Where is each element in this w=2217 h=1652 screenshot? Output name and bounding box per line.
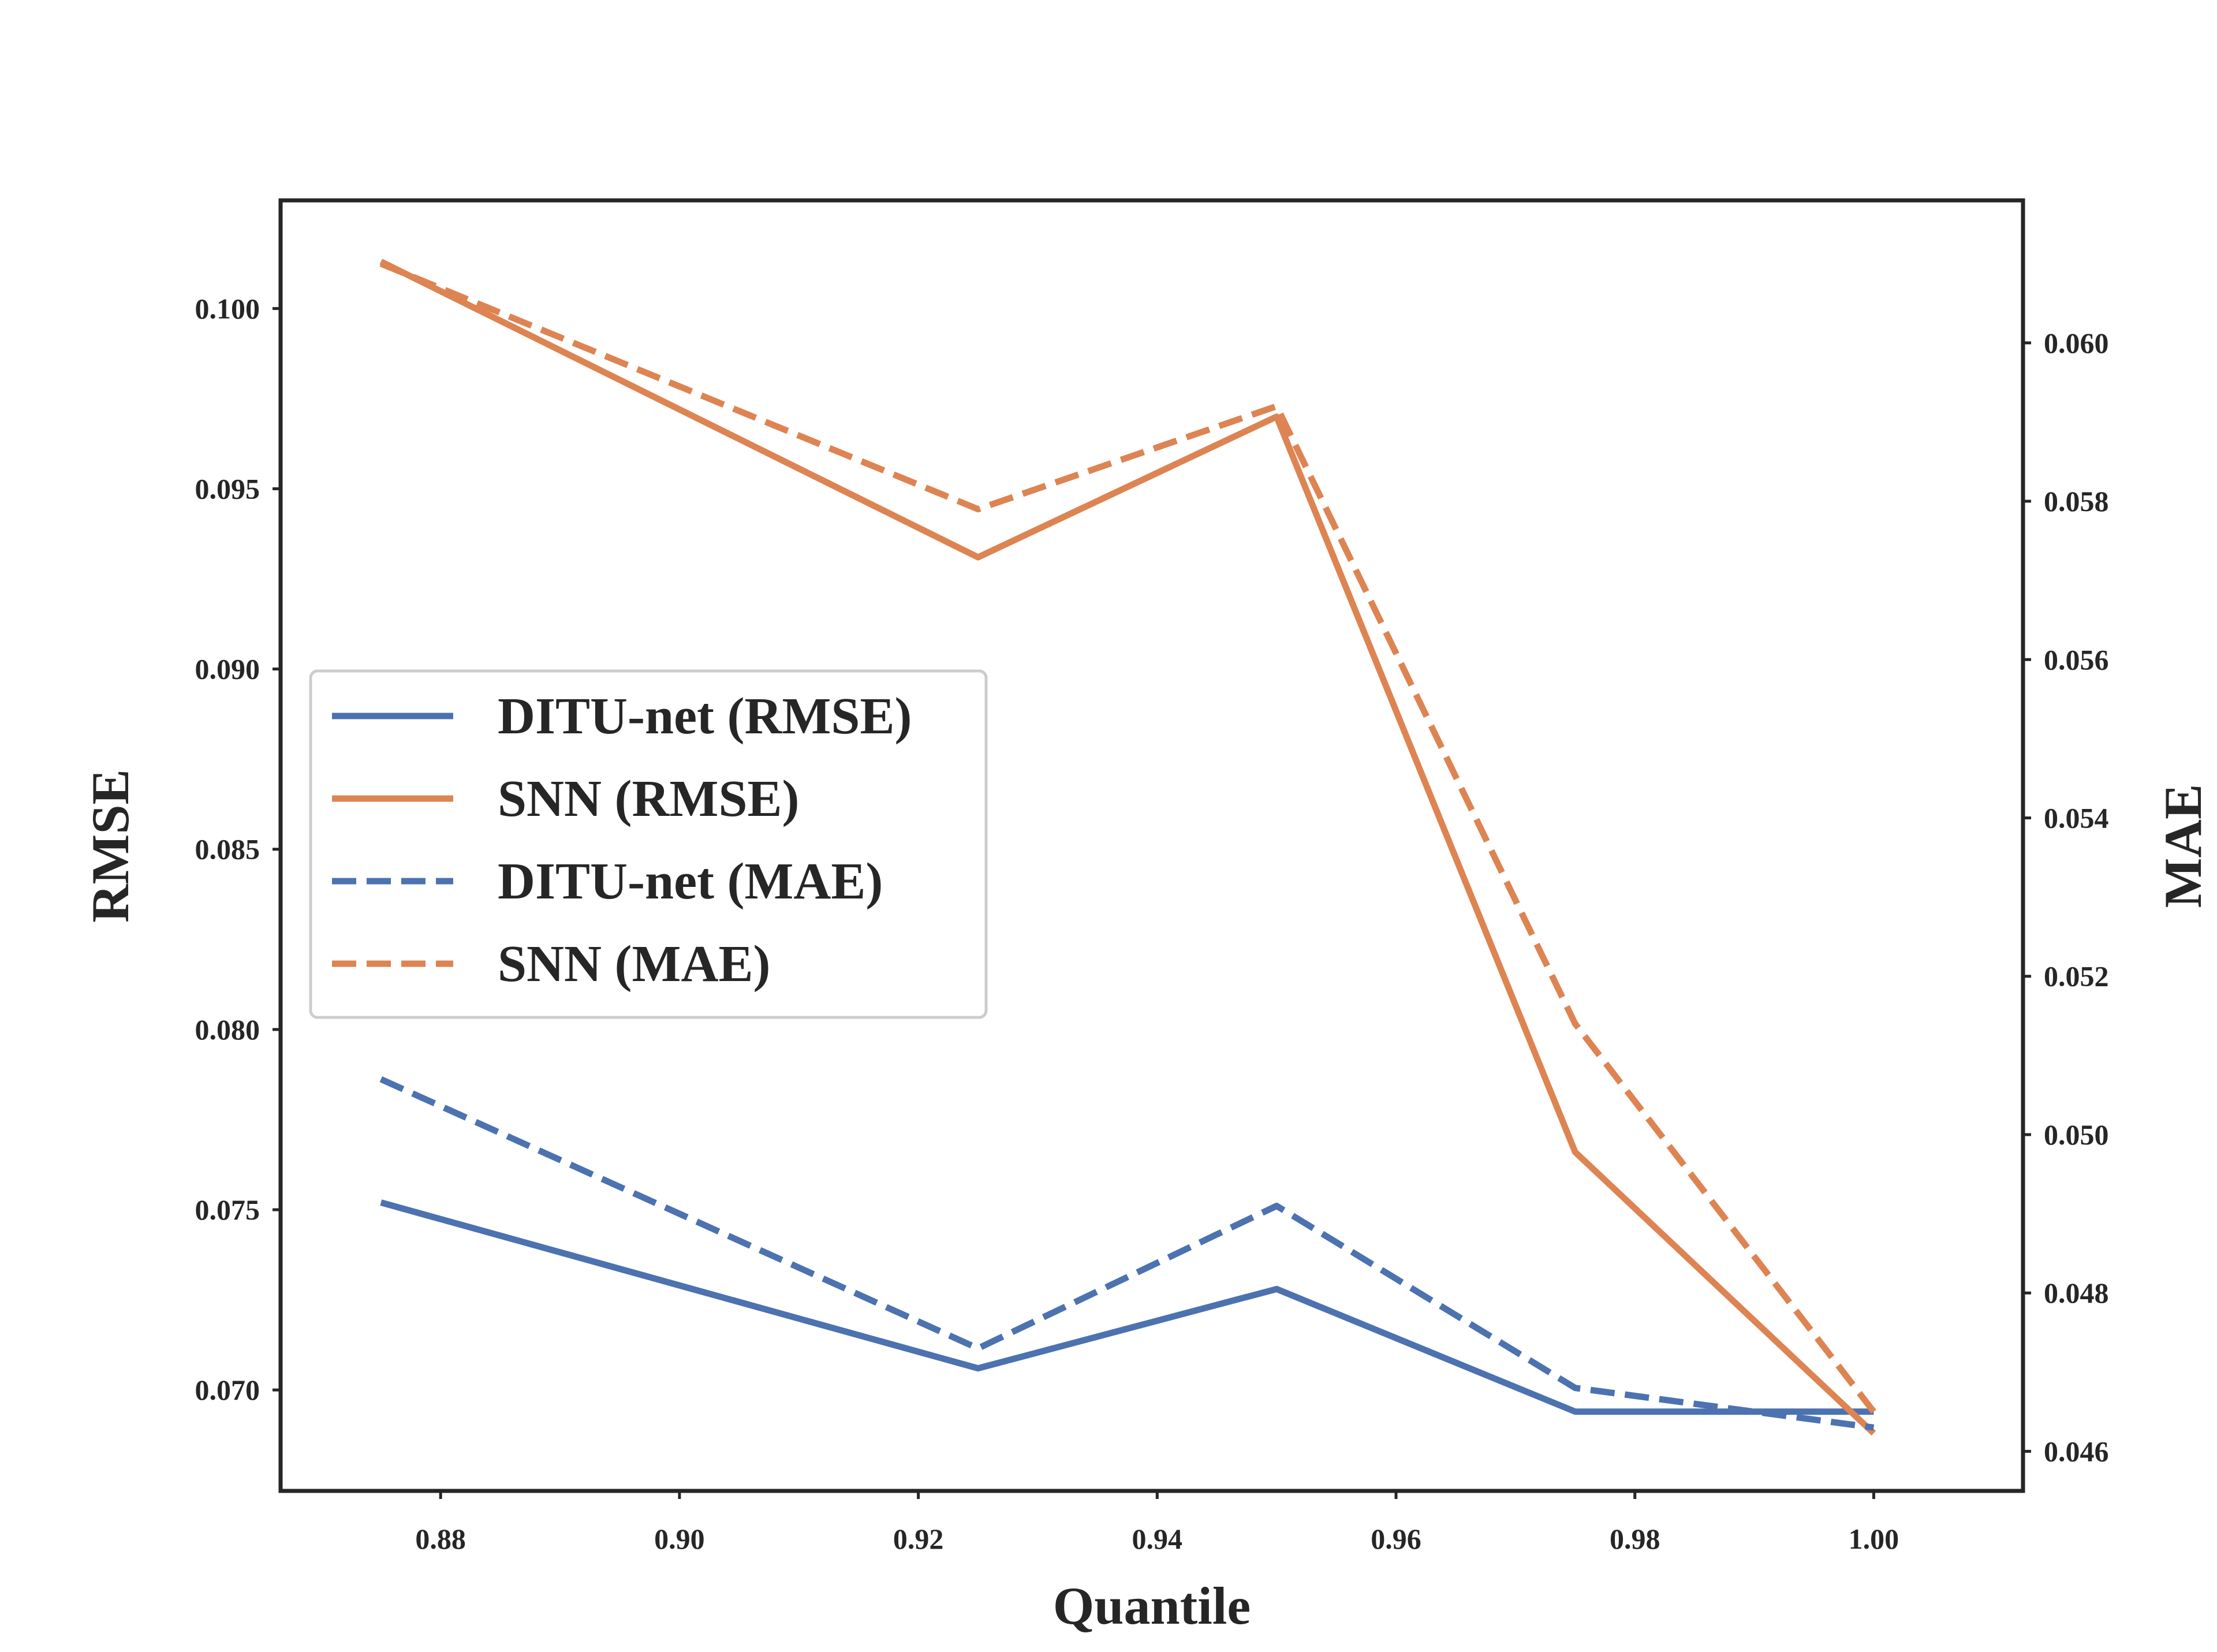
legend-label-snn-mae: SNN (MAE) <box>498 935 770 993</box>
legend-label-snn-rmse: SNN (RMSE) <box>498 770 800 827</box>
x-tick-label: 0.96 <box>1371 1523 1421 1555</box>
series-line-snn-rmse <box>379 259 1876 1436</box>
left-y-axis-title: RMSE <box>81 769 140 923</box>
legend-entry-snn-rmse: SNN (RMSE) <box>332 770 800 827</box>
y2-tick-label: 0.060 <box>2044 327 2109 359</box>
y2-tick-label: 0.052 <box>2044 960 2109 993</box>
x-tick-label: 1.00 <box>1849 1523 1899 1555</box>
y-tick-label: 0.090 <box>195 653 260 685</box>
legend-label-ditu-net-mae: DITU-net (MAE) <box>498 853 883 910</box>
x-axis-title: Quantile <box>1053 1576 1251 1635</box>
y2-tick-label: 0.046 <box>2044 1435 2109 1467</box>
legend-entry-ditu-net-mae: DITU-net (MAE) <box>332 853 883 910</box>
y-tick-label: 0.100 <box>195 292 260 325</box>
plot-area-frame <box>278 198 2025 1493</box>
series-line-snn-mae <box>379 260 1876 1414</box>
legend-label-ditu-net-rmse: DITU-net (RMSE) <box>498 688 912 745</box>
y2-tick-label: 0.050 <box>2044 1118 2109 1151</box>
series-line-ditu-net-mae <box>379 1076 1875 1431</box>
y2-tick-label: 0.056 <box>2044 643 2109 676</box>
x-axis-ticks: 0.88 0.90 0.92 0.94 0.96 0.98 1.00 <box>415 1491 1899 1555</box>
x-tick-label: 0.88 <box>415 1523 466 1555</box>
y-tick-label: 0.070 <box>195 1374 260 1406</box>
legend-entry-snn-mae: SNN (MAE) <box>332 935 770 993</box>
y2-tick-label: 0.048 <box>2044 1277 2109 1309</box>
series-line-ditu-net-rmse <box>380 1199 1874 1415</box>
y-tick-label: 0.075 <box>195 1194 260 1226</box>
right-y-axis-ticks: 0.046 0.048 0.050 0.052 0.054 0.056 0.058 0.060 <box>2023 327 2109 1467</box>
y-tick-label: 0.085 <box>195 833 260 866</box>
series-lines <box>379 259 1876 1436</box>
left-y-axis-ticks: 0.070 0.075 0.080 0.085 0.090 0.095 0.100 <box>195 292 281 1406</box>
legend: DITU-net (RMSE) SNN (RMSE) DITU-net (MAE… <box>309 669 988 1019</box>
x-tick-label: 0.98 <box>1610 1523 1660 1555</box>
right-y-axis-title: MAE <box>2153 784 2212 908</box>
y2-tick-label: 0.058 <box>2044 485 2109 517</box>
y-tick-label: 0.095 <box>195 472 260 505</box>
x-tick-label: 0.90 <box>654 1523 705 1555</box>
y2-tick-label: 0.054 <box>2044 802 2109 834</box>
y-tick-label: 0.080 <box>195 1013 260 1046</box>
x-tick-label: 0.92 <box>893 1523 944 1555</box>
legend-box <box>309 669 988 1019</box>
x-tick-label: 0.94 <box>1132 1523 1183 1555</box>
legend-entry-ditu-net-rmse: DITU-net (RMSE) <box>332 688 912 745</box>
